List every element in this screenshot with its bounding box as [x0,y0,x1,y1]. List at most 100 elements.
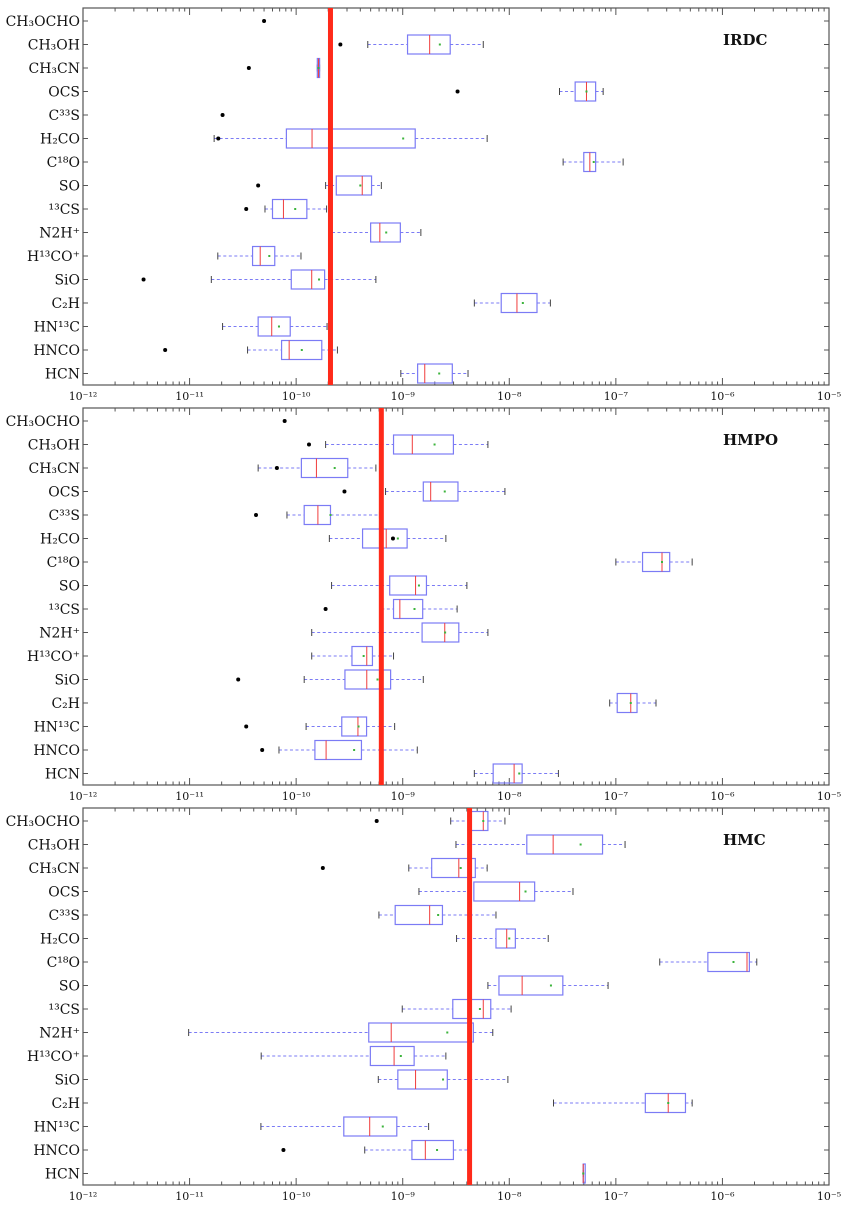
box-6 [615,551,693,573]
outlier-point [390,536,395,541]
box-iqr [343,1116,398,1137]
mean-marker [579,843,582,846]
mean-marker [357,725,360,728]
box-iqr [300,457,349,479]
outlier-point [216,136,221,141]
outlier-point [262,19,267,23]
box-2 [320,857,488,879]
mean-marker [518,772,521,775]
y-tick-label: C₂H [51,696,80,712]
mean-marker [444,631,447,634]
box-iqr [370,222,401,243]
y-tick-label: OCS [48,85,80,101]
box-iqr [411,1139,455,1161]
mean-marker [402,137,405,140]
box-9 [311,622,489,643]
panel-title: IRDC [723,31,767,49]
box-2 [246,57,321,79]
box-iqr [394,904,444,926]
box-14 [163,339,338,361]
x-tick-label: 10⁻⁸ [497,1190,522,1203]
box-iqr [314,739,363,761]
mean-marker [333,467,336,469]
mean-marker [508,937,511,940]
y-tick-label: HN¹³C [34,1120,80,1136]
y-tick-label: CH₃CN [29,61,81,77]
x-tick-label: 10⁻⁵ [817,390,841,403]
mean-marker [629,702,632,704]
mean-marker [417,584,420,587]
box-iqr [389,575,428,596]
box-iqr [641,551,671,573]
y-tick-label: SiO [54,273,80,289]
box-10 [260,1045,447,1067]
mean-marker [660,561,663,563]
mean-marker [592,161,595,163]
mean-marker [413,608,416,610]
panel-hmc: 10⁻¹² 10⁻¹¹ 10⁻¹⁰ 10⁻⁹ 10⁻⁸ 10⁻⁷ 10⁻⁶ 10⁻⁵ CH₃OC… [6,807,841,1203]
mean-marker [433,443,436,446]
box-11 [377,1069,509,1090]
box-6 [562,151,624,173]
box-2 [257,457,377,479]
outlier-point [281,1148,286,1152]
box-12 [473,292,551,314]
box-iqr [351,645,374,667]
box-7 [331,575,468,596]
x-tick-label: 10⁻⁵ [817,790,841,803]
box-iqr [392,598,424,620]
y-tick-label: HNCO [33,743,80,759]
outlier-point [256,183,261,188]
outlier-point [260,748,265,752]
box-iqr [257,316,291,337]
outlier-point [455,89,460,94]
x-tick-label: 10⁻¹² [69,1190,98,1203]
panel-irdc: 10⁻¹² 10⁻¹¹ 10⁻¹⁰ 10⁻⁹ 10⁻⁸ 10⁻⁷ 10⁻⁶ 10⁻⁵ CH₃OC… [6,7,841,403]
x-tick-label: 10⁻⁷ [604,1190,629,1203]
y-tick-label: HCN [45,767,80,783]
box-iqr [341,716,368,737]
mean-marker [482,820,485,822]
box-1 [338,34,484,55]
y-tick-label: OCS [48,485,80,501]
y-tick-label: ¹³CS [48,1002,80,1018]
y-tick-label: HN¹³C [34,720,80,736]
y-tick-label: HNCO [33,1143,80,1159]
outlier-point [338,42,343,47]
outlier-point [253,513,258,517]
box-iqr [574,81,597,102]
mean-marker [329,514,332,516]
box-4 [378,904,497,926]
mean-marker [459,867,462,869]
mean-marker [446,1031,449,1034]
box-13 [260,1116,430,1137]
x-tick-label: 10⁻⁹ [391,390,416,403]
x-tick-label: 10⁻⁶ [710,1190,735,1203]
x-tick-label: 10⁻¹¹ [175,1190,204,1203]
y-tick-label: ¹³CS [48,202,80,218]
x-tick-label: 10⁻⁹ [391,790,416,803]
mean-marker [317,67,320,69]
box-11 [236,669,424,690]
outlier-point [320,866,325,870]
y-tick-label: C¹⁸O [47,155,80,171]
mean-marker [524,890,527,893]
box-14 [260,739,418,761]
outlier-point [244,207,249,211]
y-tick-label: C³³S [48,508,80,524]
mean-marker [732,961,735,963]
box-iqr [369,1045,415,1067]
y-tick-label: CH₃CN [29,861,81,877]
x-tick-label: 10⁻¹⁰ [282,390,311,403]
box-iqr [251,245,276,267]
y-tick-label: CH₃OCHO [6,14,80,30]
y-tick-label: CH₃OCHO [6,414,80,430]
outlier-point [282,419,287,423]
mean-marker [277,325,280,328]
y-tick-label: CH₃OCHO [6,814,80,830]
y-tick-label: N2H⁺ [39,1026,80,1042]
box-iqr [392,434,455,455]
y-tick-label: ¹³CS [48,602,80,618]
x-tick-label: 10⁻⁹ [391,1190,416,1203]
box-11 [141,269,377,290]
